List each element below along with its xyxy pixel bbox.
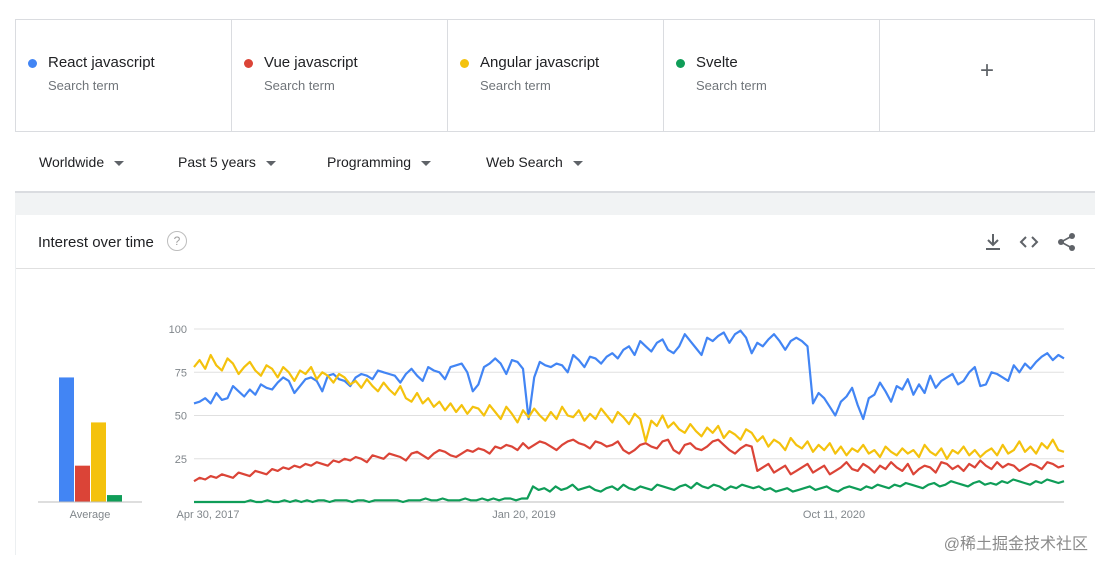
watermark: @稀土掘金技术社区 [943,536,1088,553]
y-tick-label: 25 [175,454,187,466]
card-title: Interest over time [38,234,154,251]
x-tick-label: Jan 20, 2019 [492,509,556,521]
category-dropdown-label: Programming [327,154,412,170]
time-range-dropdown-label: Past 5 years [178,154,256,170]
filters-bar: Worldwide Past 5 years Programming Web S… [15,132,1095,193]
caret-down-icon [572,160,583,166]
average-label: Average [70,509,111,521]
term-subtitle: Search term [48,78,119,93]
interest-over-time-card: Interest over time ? Average 25 50 75 100 A… [15,215,1095,555]
time-range-dropdown[interactable]: Past 5 years [178,154,276,170]
search-type-dropdown[interactable]: Web Search [486,154,583,170]
caret-down-icon [265,160,276,166]
term-subtitle: Search term [480,78,551,93]
chart-gridlines: 25 50 75 100 [169,324,1064,503]
series-color-dot [244,59,253,68]
y-tick-label: 75 [175,367,187,379]
card-header: Interest over time ? [16,215,1095,269]
term-card-vue[interactable]: Vue javascript Search term [232,20,448,131]
average-bar-angular-javascript [91,422,106,502]
term-name: Svelte [696,54,738,71]
series-line-angular-javascript [193,353,1065,460]
plus-icon: + [979,56,994,84]
y-tick-label: 100 [169,324,187,336]
series-line-react-javascript [193,329,1065,421]
caret-down-icon [421,160,432,166]
add-comparison-button[interactable]: + [880,20,1094,131]
term-subtitle: Search term [696,78,767,93]
term-card-angular[interactable]: Angular javascript Search term [448,20,664,131]
series-color-dot [28,59,37,68]
chart-series-lines [193,329,1065,504]
search-type-dropdown-label: Web Search [486,154,563,170]
embed-code-icon[interactable] [1018,231,1040,253]
section-separator [15,193,1095,215]
search-terms-bar: React javascript Search term Vue javascr… [15,19,1095,132]
region-dropdown[interactable]: Worldwide [39,154,125,170]
average-bar-chart: Average [38,377,142,521]
share-icon[interactable] [1056,231,1078,253]
series-color-dot [676,59,685,68]
series-line-svelte [194,478,1065,504]
x-tick-label: Oct 11, 2020 [803,509,865,521]
download-icon[interactable] [982,231,1004,253]
term-name: React javascript [48,54,155,71]
average-bar-vue-javascript [75,465,90,502]
series-color-dot [460,59,469,68]
average-bar-react-javascript [59,377,74,502]
term-card-svelte[interactable]: Svelte Search term [664,20,880,131]
interest-over-time-chart: Average 25 50 75 100 Apr 30, 2017 Jan 20, 20… [38,324,1065,521]
series-line-vue-javascript [193,438,1065,483]
term-name: Vue javascript [264,54,358,71]
category-dropdown[interactable]: Programming [327,154,432,170]
chart-x-axis: Apr 30, 2017 Jan 20, 2019 Oct 11, 2020 [177,509,866,521]
term-name: Angular javascript [480,54,600,71]
term-subtitle: Search term [264,78,335,93]
help-icon[interactable]: ? [167,231,187,251]
term-card-react[interactable]: React javascript Search term [16,20,232,131]
caret-down-icon [114,160,125,166]
y-tick-label: 50 [175,411,187,423]
average-bar-svelte [107,495,122,502]
region-dropdown-label: Worldwide [39,154,105,170]
x-tick-label: Apr 30, 2017 [177,509,240,521]
